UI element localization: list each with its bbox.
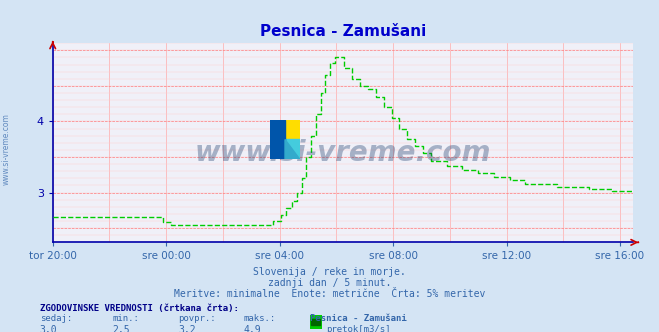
Text: 3,2: 3,2 xyxy=(178,325,196,332)
Text: povpr.:: povpr.: xyxy=(178,314,215,323)
Text: Meritve: minimalne  Enote: metrične  Črta: 5% meritev: Meritve: minimalne Enote: metrične Črta:… xyxy=(174,289,485,298)
Text: min.:: min.: xyxy=(112,314,139,323)
Text: ZGODOVINSKE VREDNOSTI (črtkana črta):: ZGODOVINSKE VREDNOSTI (črtkana črta): xyxy=(40,304,239,313)
Polygon shape xyxy=(270,120,285,139)
Text: 3,0: 3,0 xyxy=(40,325,57,332)
Bar xyxy=(270,120,285,159)
Text: zadnji dan / 5 minut.: zadnji dan / 5 minut. xyxy=(268,278,391,288)
Text: Slovenija / reke in morje.: Slovenija / reke in morje. xyxy=(253,267,406,277)
Polygon shape xyxy=(270,139,285,159)
Polygon shape xyxy=(285,139,300,159)
Text: www.si-vreme.com: www.si-vreme.com xyxy=(2,114,11,185)
Bar xyxy=(285,139,300,159)
Text: maks.:: maks.: xyxy=(244,314,276,323)
Text: pretok[m3/s]: pretok[m3/s] xyxy=(326,325,391,332)
Polygon shape xyxy=(285,139,300,159)
Bar xyxy=(311,319,320,325)
Text: www.si-vreme.com: www.si-vreme.com xyxy=(194,139,491,167)
Text: 4,9: 4,9 xyxy=(244,325,262,332)
Title: Pesnica - Zamušani: Pesnica - Zamušani xyxy=(260,24,426,39)
Text: sedaj:: sedaj: xyxy=(40,314,72,323)
Text: 2,5: 2,5 xyxy=(112,325,130,332)
Polygon shape xyxy=(270,120,300,159)
Bar xyxy=(285,120,300,139)
Polygon shape xyxy=(285,120,300,139)
Text: Pesnica - Zamušani: Pesnica - Zamušani xyxy=(310,314,407,323)
